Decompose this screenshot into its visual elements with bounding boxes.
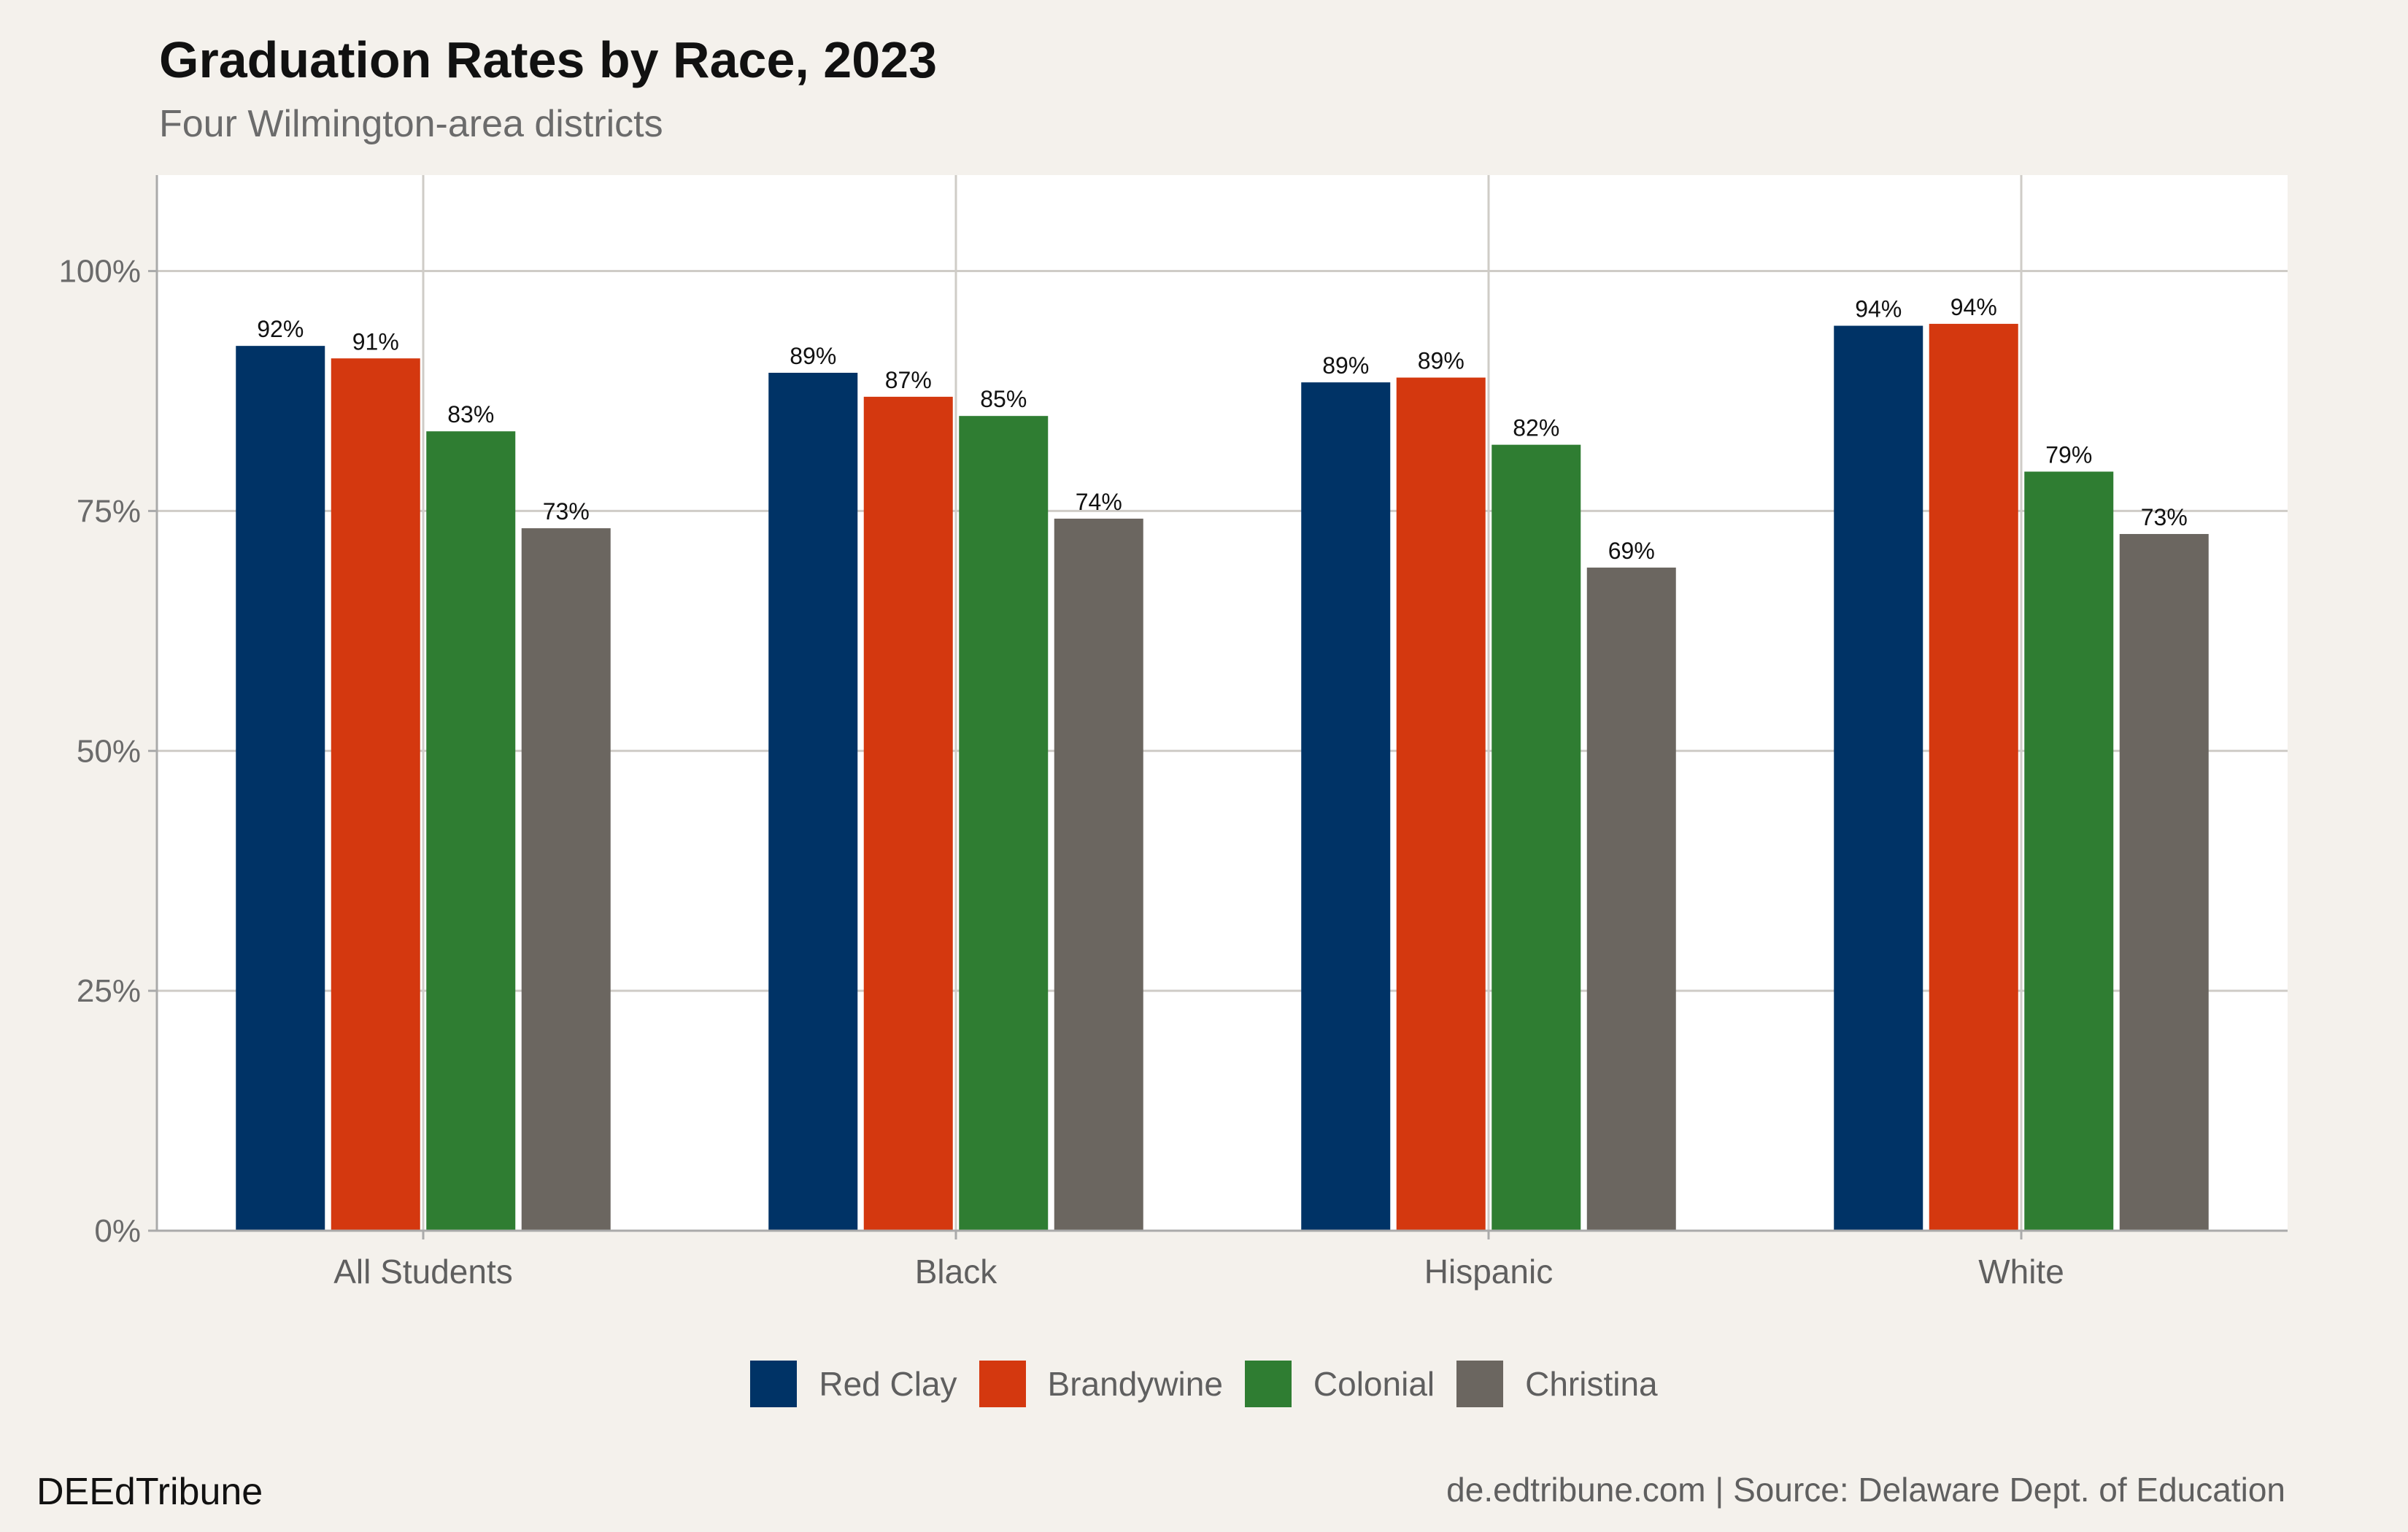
bar: [1492, 444, 1581, 1231]
x-tick-label: Black: [915, 1253, 997, 1291]
bar: [959, 416, 1049, 1231]
bar: [2119, 533, 2209, 1231]
bar-value-label: 92%: [257, 316, 304, 342]
bar: [1054, 518, 1143, 1231]
bar-value-label: 91%: [352, 328, 399, 355]
legend-item-christina: Christina: [1456, 1361, 1658, 1407]
bar: [2024, 471, 2114, 1231]
x-tick-label: White: [1978, 1253, 2064, 1291]
legend-label: Colonial: [1313, 1365, 1435, 1403]
y-tick-label: 25%: [77, 973, 141, 1009]
bar-value-label: 79%: [2045, 441, 2092, 468]
bar: [1929, 323, 2018, 1231]
source-note: de.edtribune.com | Source: Delaware Dept…: [1446, 1471, 2285, 1509]
bar-value-label: 94%: [1950, 294, 1997, 320]
legend-swatch: [1244, 1361, 1292, 1407]
bar-value-label: 94%: [1855, 296, 1902, 322]
y-tick-label: 0%: [94, 1213, 141, 1249]
legend-item-colonial: Colonial: [1244, 1361, 1435, 1407]
bar-value-label: 69%: [1608, 538, 1655, 564]
bar: [331, 358, 420, 1231]
y-tick-label: 75%: [77, 493, 141, 529]
bar: [1834, 325, 1923, 1231]
legend-swatch: [750, 1361, 798, 1407]
bar-value-label: 89%: [1418, 348, 1465, 374]
bar-value-label: 74%: [1076, 489, 1122, 515]
bar: [1301, 382, 1391, 1231]
bar-value-label: 83%: [447, 401, 494, 428]
bar-value-label: 73%: [543, 498, 590, 525]
bar: [863, 396, 953, 1231]
x-tick-label: All Students: [333, 1253, 512, 1291]
bar-value-label: 85%: [980, 386, 1027, 412]
bar-value-label: 89%: [790, 343, 836, 369]
legend-item-brandywine: Brandywine: [979, 1361, 1223, 1407]
bar: [521, 528, 611, 1231]
x-tick-label: Hispanic: [1424, 1253, 1553, 1291]
bar-value-label: 87%: [885, 367, 932, 393]
bar: [1586, 568, 1676, 1231]
bar: [1396, 377, 1486, 1231]
bar-value-label: 82%: [1513, 415, 1559, 441]
chart-legend: Red Clay Brandywine Colonial Christina: [0, 1358, 2408, 1409]
legend-label: Christina: [1525, 1365, 1658, 1403]
legend-label: Brandywine: [1047, 1365, 1223, 1403]
legend-swatch: [979, 1361, 1026, 1407]
chart-title: Graduation Rates by Race, 2023: [159, 31, 937, 88]
y-tick-label: 100%: [58, 254, 141, 290]
bar: [426, 431, 516, 1231]
legend-swatch: [1456, 1361, 1504, 1407]
legend-label: Red Clay: [819, 1365, 957, 1403]
bar: [768, 372, 858, 1231]
chart-subtitle: Four Wilmington-area districts: [159, 103, 663, 145]
bar: [236, 346, 325, 1231]
bar-value-label: 73%: [2141, 504, 2188, 530]
legend-item-red-clay: Red Clay: [750, 1361, 957, 1407]
brand-logo-text: DEEdTribune: [36, 1471, 263, 1513]
bar-value-label: 89%: [1322, 352, 1369, 379]
y-tick-label: 50%: [77, 733, 141, 769]
